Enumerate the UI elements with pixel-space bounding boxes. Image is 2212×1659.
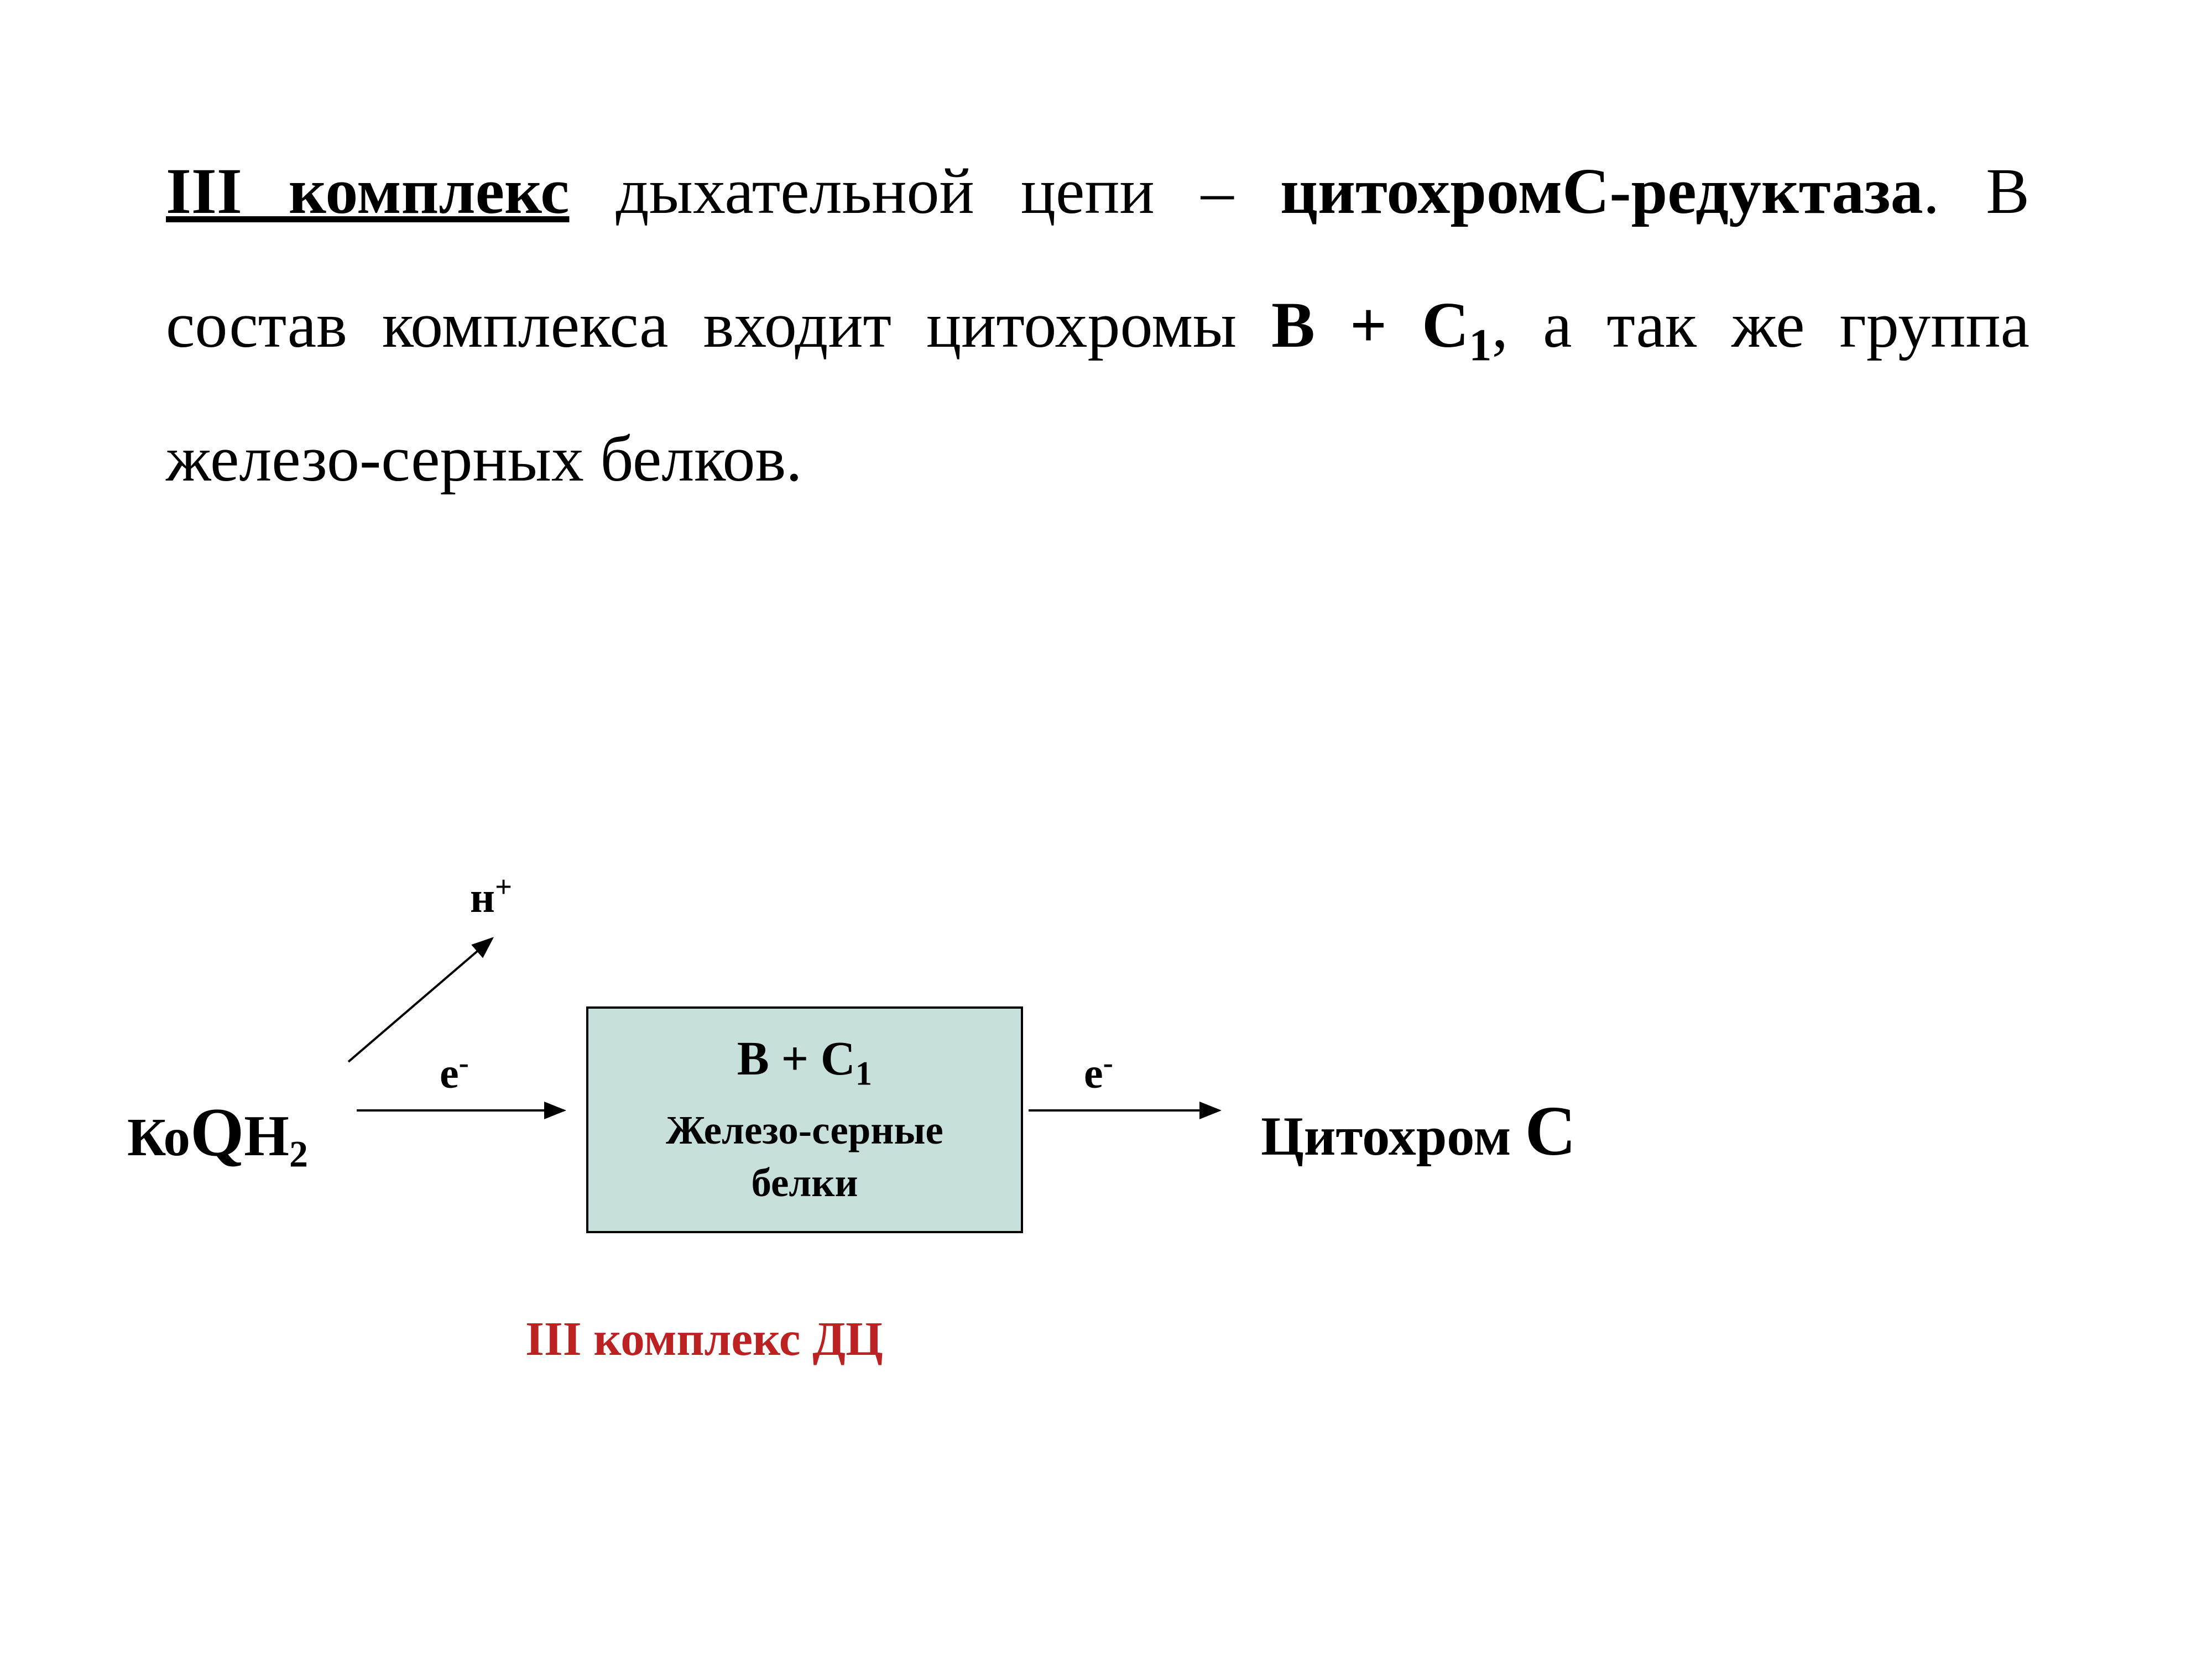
box-iron-sulfur: Железо-серные белки [666,1104,943,1209]
e-minus-2-e: е [1084,1049,1103,1097]
koqh2-sub: 2 [289,1133,308,1175]
koqh2-k: К [127,1108,164,1167]
complex-roman-label: III комплекс [166,155,569,227]
koqh2-o: о [164,1108,191,1167]
box-line1-text: В + С [737,1031,855,1085]
box-cytochromes: В + С1 [737,1030,872,1093]
enzyme-name: цитохромС-редуктаза [1280,155,1923,227]
description-paragraph: III комплекс дыхательной цепи – цитохром… [166,124,2030,526]
cytochromes-sub: 1 [1469,319,1491,370]
box-line1-sub: 1 [855,1055,872,1092]
cytochrome-c: С [1525,1092,1576,1170]
arrow-1-horizontal [346,1100,578,1125]
box-line2a: Железо-серные [666,1108,943,1152]
koqh2-label: КоQН2 [127,1093,308,1176]
koqh2-h: Н [244,1103,289,1168]
h-plus-h: н [470,873,495,921]
diagonal-arrow [288,924,509,1081]
koqh2-q: Q [190,1094,244,1171]
box-line2b: белки [751,1160,858,1205]
diag-arrow-line [348,938,492,1062]
cytochrome-c-label: Цитохром С [1261,1091,1576,1172]
e-minus-label-2: е- [1084,1045,1113,1098]
h-plus-label: н+ [470,869,512,922]
complex-iii-dc-label: III комплекс ДЦ [525,1311,883,1366]
e-minus-2-sup: - [1103,1046,1113,1079]
para-mid: дыхательной цепи – [569,155,1280,227]
cytochrome-word: Цитохром [1261,1105,1525,1167]
cytochromes-text: В + С [1271,289,1469,361]
arrow-2-horizontal [1029,1100,1233,1125]
complex-box: В + С1 Железо-серные белки [586,1006,1023,1233]
reaction-diagram: КоQН2 н+ е- е- [127,852,2007,1405]
h-plus-sup: + [495,870,512,904]
